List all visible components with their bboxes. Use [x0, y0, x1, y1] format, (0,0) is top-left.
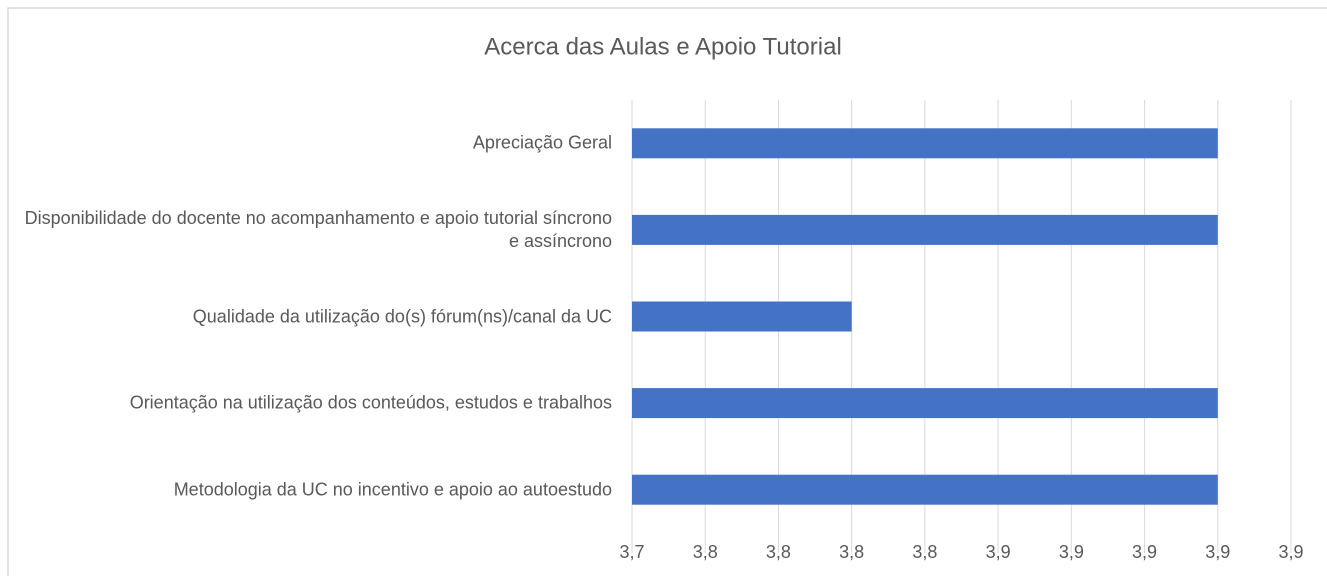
- chart-frame: [7, 7, 1327, 576]
- y-tick-label: Apreciação Geral: [472, 132, 612, 153]
- y-tick-label: Orientação na utilização dos conteúdos, …: [129, 392, 612, 413]
- y-tick-label: Metodologia da UC no incentivo e apoio a…: [173, 479, 612, 500]
- x-tick-label: 3,7: [619, 542, 644, 562]
- bar: [632, 128, 1218, 159]
- bar: [632, 214, 1218, 245]
- x-tick-label: 3,9: [1205, 542, 1230, 562]
- bar: [632, 301, 852, 332]
- bar: [632, 388, 1218, 419]
- bar: [632, 474, 1218, 505]
- x-tick-label: 3,9: [1278, 542, 1303, 562]
- x-tick-label: 3,8: [693, 542, 718, 562]
- x-tick-label: 3,8: [912, 542, 937, 562]
- x-tick-label: 3,8: [766, 542, 791, 562]
- chart-title: Acerca das Aulas e Apoio Tutorial: [484, 33, 842, 60]
- x-tick-label: 3,9: [1059, 542, 1084, 562]
- x-tick-label: 3,9: [986, 542, 1011, 562]
- x-tick-label: 3,8: [839, 542, 864, 562]
- x-tick-label: 3,9: [1132, 542, 1157, 562]
- y-tick-label: Qualidade da utilização do(s) fórum(ns)/…: [192, 306, 612, 326]
- y-tick-label: Disponibilidade do docente no acompanham…: [24, 207, 612, 251]
